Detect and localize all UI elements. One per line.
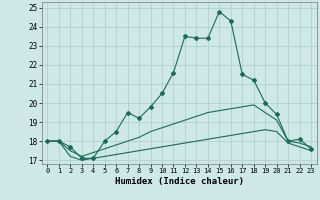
X-axis label: Humidex (Indice chaleur): Humidex (Indice chaleur) xyxy=(115,177,244,186)
